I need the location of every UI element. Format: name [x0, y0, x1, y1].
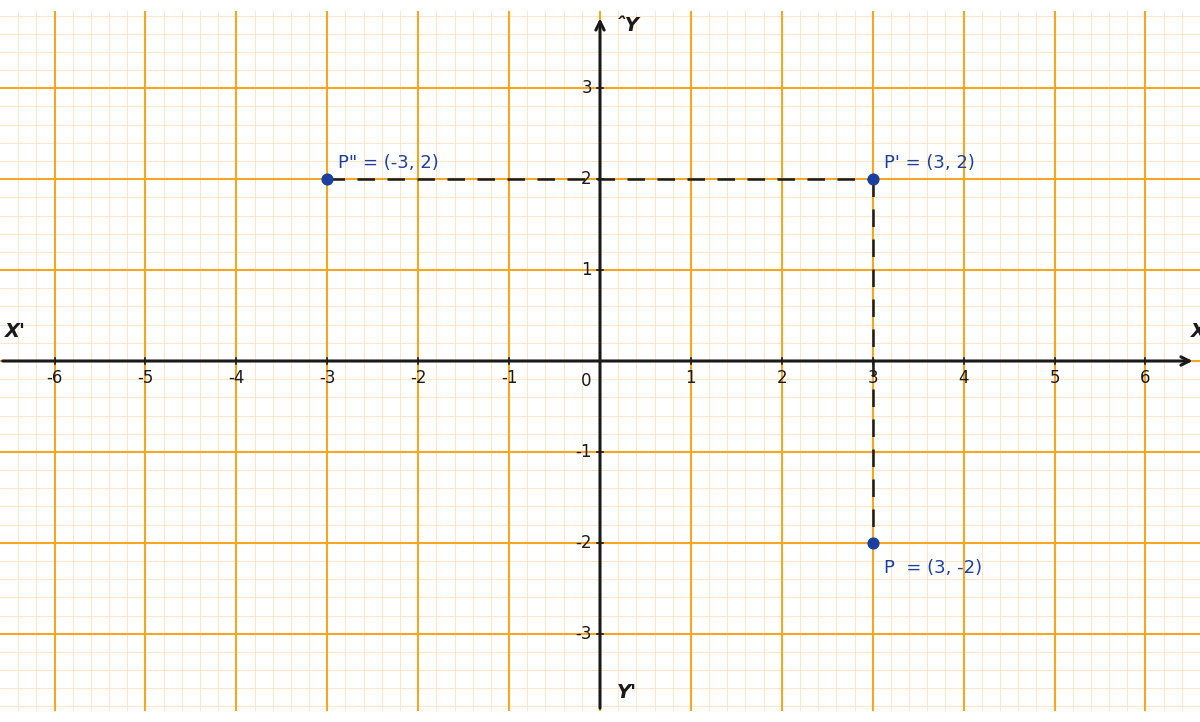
Text: -6: -6: [47, 369, 62, 387]
Text: 6: 6: [1140, 369, 1151, 387]
Text: ˆY: ˆY: [617, 16, 641, 35]
Text: Y': Y': [617, 683, 636, 702]
Text: -1: -1: [575, 443, 592, 461]
Text: -2: -2: [410, 369, 426, 387]
Text: 2: 2: [776, 369, 787, 387]
Text: -3: -3: [319, 369, 336, 387]
Text: 0: 0: [581, 372, 590, 390]
Text: X: X: [1190, 322, 1200, 341]
Text: -3: -3: [575, 625, 592, 643]
Text: X': X': [5, 322, 25, 341]
Point: [863, 173, 882, 185]
Text: P' = (3, 2): P' = (3, 2): [883, 154, 974, 172]
Text: -1: -1: [500, 369, 517, 387]
Point: [318, 173, 337, 185]
Text: 1: 1: [581, 261, 592, 279]
Text: P" = (-3, 2): P" = (-3, 2): [338, 154, 439, 172]
Text: 1: 1: [685, 369, 696, 387]
Text: 2: 2: [581, 170, 592, 188]
Text: P  = (3, -2): P = (3, -2): [883, 559, 982, 577]
Text: -2: -2: [575, 534, 592, 552]
Text: 5: 5: [1049, 369, 1060, 387]
Text: 3: 3: [868, 369, 878, 387]
Text: 4: 4: [959, 369, 968, 387]
Point: [863, 537, 882, 549]
Text: 3: 3: [581, 79, 592, 97]
Text: -4: -4: [228, 369, 245, 387]
Text: -5: -5: [137, 369, 154, 387]
